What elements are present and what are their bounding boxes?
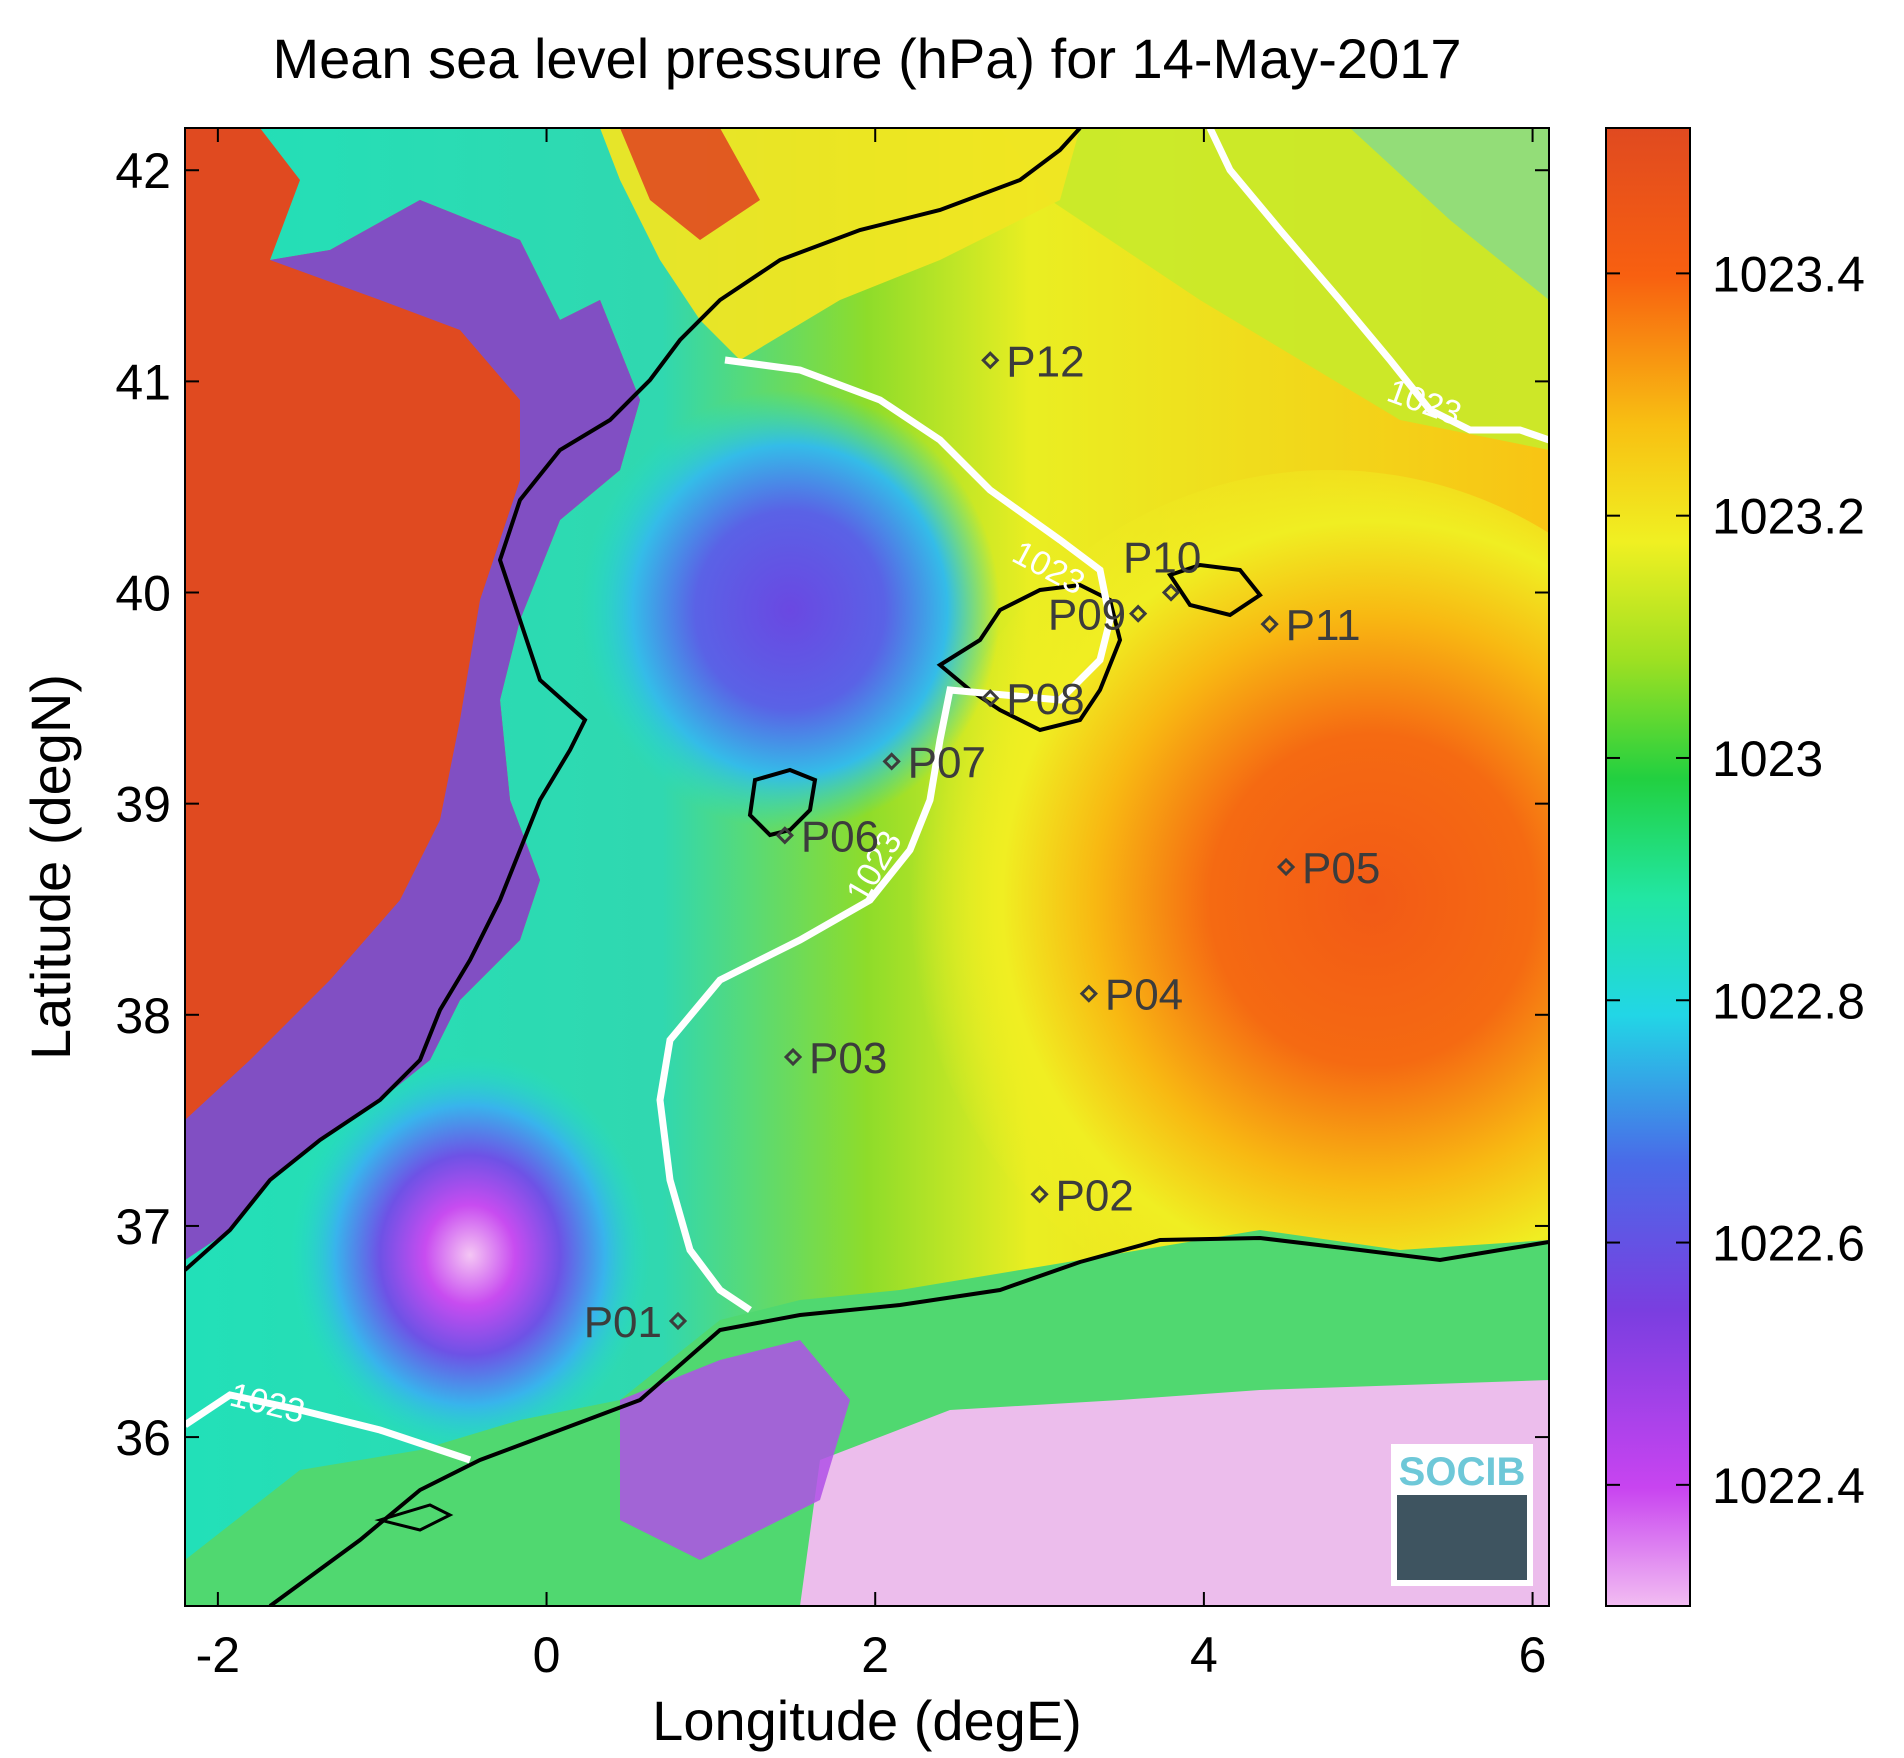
- y-tick-label: 41: [115, 354, 171, 410]
- station-p10: P10: [1123, 534, 1201, 602]
- station-label: P12: [1006, 337, 1084, 386]
- station-marker: [1129, 604, 1148, 623]
- station-label: P11: [1286, 601, 1361, 650]
- x-tick-label: 4: [1190, 1627, 1218, 1683]
- coastline-africa: [268, 1235, 1549, 1606]
- contour-1023-southwest: [185, 1391, 472, 1464]
- station-points: P01 P02 P03 P04 P05 P06 P07 P08 P09 P10 P11 P12: [584, 337, 1381, 1347]
- station-label: P06: [801, 812, 879, 861]
- station-marker: [668, 1311, 688, 1331]
- chart-title: Mean sea level pressure (hPa) for 14-May…: [272, 27, 1461, 90]
- station-p04: P04: [1079, 971, 1183, 1020]
- station-label: P02: [1056, 1171, 1134, 1220]
- land-south-low: [800, 1380, 1549, 1606]
- colorbar: 1023.4 1023.2 1023 1022.8 1022.6 1022.4: [1605, 127, 1865, 1607]
- station-label: P07: [908, 738, 986, 787]
- coastline-iberia: [185, 128, 1082, 1272]
- y-tick-label: 37: [115, 1199, 171, 1255]
- station-p03: P03: [783, 1034, 887, 1083]
- station-label: P04: [1105, 971, 1183, 1020]
- island-small: [374, 1503, 454, 1532]
- low-pressure-north: [580, 390, 1000, 830]
- station-p07: P07: [882, 738, 986, 787]
- island-ibiza: [747, 767, 818, 838]
- station-marker: [1276, 857, 1296, 877]
- station-marker: [1260, 615, 1279, 634]
- low-pressure-south: [290, 1055, 650, 1455]
- y-tick-label: 40: [115, 566, 171, 622]
- land-northeast-red: [620, 128, 760, 240]
- station-label: P10: [1123, 534, 1201, 583]
- y-tick-label: 42: [115, 143, 171, 199]
- colorbar-tick-label: 1022.8: [1712, 973, 1865, 1029]
- x-tick-label: 6: [1519, 1627, 1547, 1683]
- logo-wave: [1397, 1495, 1527, 1580]
- socib-logo: SOCIB: [1391, 1444, 1533, 1586]
- x-axis-label: Longitude (degE): [652, 1689, 1082, 1752]
- colorbar-ticks: 1023.4 1023.2 1023 1022.8 1022.6 1022.4: [1606, 246, 1865, 1514]
- colorbar-tick-label: 1022.6: [1712, 1216, 1865, 1272]
- station-p11: P11: [1260, 601, 1361, 650]
- y-tick-label: 38: [115, 988, 171, 1044]
- contour-1023-northeast: [1206, 128, 1549, 444]
- station-label: P09: [1048, 591, 1126, 640]
- station-label: P03: [809, 1034, 887, 1083]
- high-pressure-area: [910, 470, 1549, 1330]
- station-p02: P02: [1030, 1171, 1134, 1220]
- colorbar-tick-label: 1022.4: [1712, 1458, 1865, 1514]
- station-label: P05: [1302, 844, 1380, 893]
- y-tick-label: 39: [115, 777, 171, 833]
- x-tick-label: 0: [533, 1627, 561, 1683]
- colorbar-gradient: [1605, 127, 1691, 1607]
- station-p08: P08: [981, 675, 1085, 724]
- station-p12: P12: [981, 337, 1085, 386]
- station-marker: [981, 688, 1000, 708]
- plot-frame: [184, 127, 1550, 1607]
- station-marker: [783, 1047, 803, 1067]
- x-tick-label: 2: [861, 1627, 889, 1683]
- logo-text: SOCIB: [1399, 1450, 1526, 1494]
- station-p01: P01: [584, 1298, 688, 1347]
- station-marker: [1161, 583, 1181, 602]
- colorbar-tick-label: 1023: [1712, 731, 1823, 787]
- station-p09: P09: [1048, 591, 1148, 640]
- station-label: P01: [584, 1298, 662, 1347]
- y-axis-label: Latitude (degN): [19, 674, 82, 1060]
- island-menorca: [1166, 562, 1263, 618]
- colorbar-tick-label: 1023.4: [1712, 246, 1865, 302]
- station-p05: P05: [1276, 844, 1380, 893]
- contour-1023-central: [656, 356, 1114, 1313]
- x-tick-label: -2: [196, 1627, 240, 1683]
- station-label: P08: [1006, 675, 1084, 724]
- land-south-purple: [620, 1340, 850, 1560]
- island-mallorca: [936, 582, 1123, 733]
- y-tick-label: 36: [115, 1410, 171, 1466]
- colorbar-tick-label: 1023.2: [1712, 489, 1865, 545]
- station-marker: [1030, 1185, 1049, 1204]
- station-marker: [882, 752, 901, 771]
- field-ne-low: [1350, 128, 1549, 300]
- station-marker: [775, 826, 794, 845]
- y-axis: 36 37 38 39 40 41 42: [115, 143, 1549, 1466]
- field-ne: [1000, 128, 1549, 450]
- station-marker: [981, 351, 1000, 370]
- map-area: [185, 128, 1549, 1606]
- x-axis: -2 0 2 4 6: [196, 128, 1547, 1683]
- station-marker: [1079, 984, 1098, 1003]
- land-coastal-band: [185, 200, 640, 1260]
- station-p06: P06: [775, 812, 879, 861]
